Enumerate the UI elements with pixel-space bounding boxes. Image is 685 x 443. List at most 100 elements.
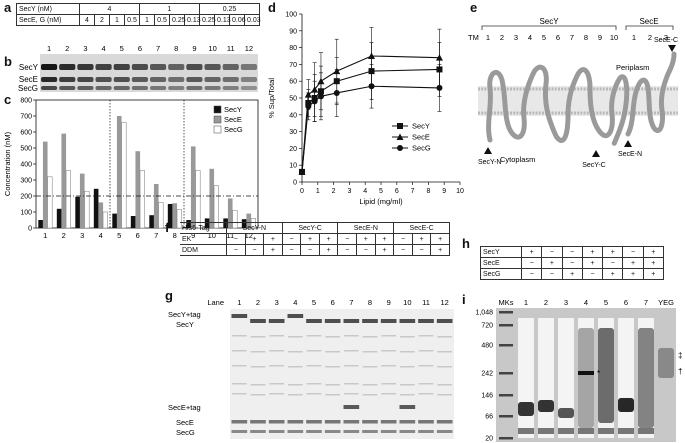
secy-band [436,319,453,323]
secg-band [362,430,378,433]
gel-background [40,54,258,92]
secy-tm-number: 10 [610,33,618,42]
sece-band [250,420,266,424]
seceg-conc-value: 2 [94,14,110,26]
sample-lane [578,318,594,438]
bar-secg [176,209,182,229]
x-tick-label: 5 [379,188,383,195]
minor-band [362,384,378,386]
x-tick-label: 7 [411,188,415,195]
lane-number: 1 [237,298,241,307]
secg-band [306,430,322,433]
lane-number: 6 [138,44,142,53]
secg-band [41,86,58,90]
bar-secy [93,188,99,228]
lane-number: 3 [275,298,279,307]
sample-band [638,328,654,428]
minor-band [306,335,322,337]
composition-cell: − [561,246,583,258]
minor-band [288,351,303,353]
minor-band [250,366,266,368]
bar-sece [246,213,252,228]
secy-tag-label: SecY+tag [168,310,201,319]
ek-cell: + [263,233,283,245]
composition-cell: + [581,246,604,258]
secy-tm-number: 3 [514,33,518,42]
secy-band [287,314,304,318]
periplasm-label: Periplasm [616,63,649,72]
minor-band [418,350,434,352]
data-point-secg [368,83,375,90]
x-tick-label: 7 [154,231,158,240]
secy-band [204,64,221,70]
lane-header: 4 [584,298,588,307]
sece-tag-band [343,405,360,409]
panel-f-table: His6-Tag SecY-N SecY-C SecE-N SecE-C EK … [180,222,450,256]
x-tick-label: 3 [80,231,84,240]
sece-band [59,77,76,82]
sece-band [95,77,112,82]
group-secy-c: SecY-C [281,222,339,234]
group-secy-n: SecY-N [226,222,283,234]
ek-cell: − [393,233,413,245]
secg-band [59,86,76,90]
bar-secg [102,211,108,229]
secy-band-label: SecY [19,63,39,72]
group-sece-n: SecE-N [337,222,395,234]
secy-band [113,64,130,70]
band-symbol: ‡ [678,351,682,360]
ddm-cell: − [281,244,302,256]
sece-band [324,420,341,424]
minor-band [418,383,434,385]
secg-band [168,86,185,90]
lane-number: 11 [227,44,235,53]
bar-secg [65,170,71,229]
tm-label: TM [468,33,479,42]
sece-band [186,77,203,82]
minor-band [325,394,340,396]
lane-header: 5 [604,298,608,307]
secy-label: SecY [176,320,194,329]
sece-band [131,77,148,82]
data-point-secg [436,84,443,91]
seceg-conc-value: 0.25 [199,14,216,26]
group-sece-c: SecE-C [393,222,450,234]
minor-band [381,365,396,367]
bar-secy [112,213,117,228]
secy-band [380,319,397,323]
legend-marker [396,133,404,140]
bar-sece [61,133,67,228]
y-tick-label: 400 [20,162,32,169]
x-tick-label: 3 [347,188,351,195]
legend-marker [397,145,403,151]
panel-i-letter: i [462,292,466,307]
composition-cell: − [561,257,583,269]
secg-band [343,430,360,433]
data-point-secg [305,103,312,110]
composition-row-label: SecE [480,257,522,269]
x-tick-label: 6 [136,231,140,240]
x-tick-label: 10 [456,188,464,195]
band-symbol: * [597,369,600,378]
sece-band [380,420,397,424]
lane-number: 1 [47,44,51,53]
ek-cell: + [430,233,450,245]
sece-tag-band [399,405,416,409]
membrane-bilayer [478,86,678,116]
secy-band [186,64,203,70]
marker-band [499,324,513,327]
secg-band [399,430,416,433]
secy-band [231,314,248,318]
minor-band [269,393,284,395]
legend-label: SecG [224,125,243,134]
data-point-sece [368,52,376,59]
minor-band [400,384,415,386]
data-point-secg [317,93,324,100]
y-axis-label: Concentration (nM) [3,131,12,196]
bar-sece [209,168,215,228]
composition-cell: − [622,246,644,258]
marker-band [499,437,513,440]
ddm-cell: + [318,244,339,256]
panel-g-gel: Lane 1 2 3 4 5 6 7 8 9 10 11 12 SecY+tag SecY SecE+… [168,298,454,439]
composition-cell: + [581,257,604,269]
